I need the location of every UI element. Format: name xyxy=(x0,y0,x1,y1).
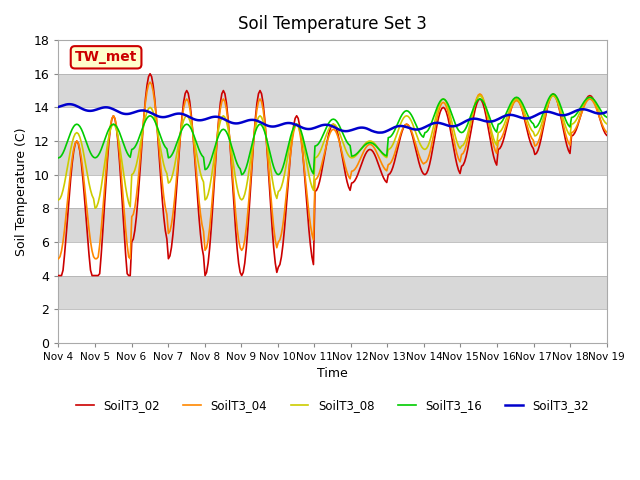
SoilT3_08 xyxy=(92,205,99,211)
SoilT3_08 xyxy=(603,121,611,127)
SoilT3_16 xyxy=(238,172,246,178)
SoilT3_08 xyxy=(124,193,131,199)
SoilT3_02 xyxy=(603,132,611,138)
SoilT3_02 xyxy=(238,273,246,278)
SoilT3_04 xyxy=(146,79,154,85)
SoilT3_32 xyxy=(54,104,62,110)
SoilT3_32 xyxy=(375,130,383,135)
SoilT3_04 xyxy=(574,121,582,127)
Y-axis label: Soil Temperature (C): Soil Temperature (C) xyxy=(15,127,28,256)
Bar xyxy=(58,175,607,208)
SoilT3_32 xyxy=(65,101,73,107)
Bar xyxy=(58,108,607,141)
SoilT3_02 xyxy=(296,123,303,129)
Line: SoilT3_04: SoilT3_04 xyxy=(58,82,607,259)
SoilT3_32 xyxy=(296,124,303,130)
SoilT3_08 xyxy=(220,113,227,119)
SoilT3_32 xyxy=(247,117,255,123)
SoilT3_16 xyxy=(218,127,226,133)
Title: Soil Temperature Set 3: Soil Temperature Set 3 xyxy=(238,15,427,33)
SoilT3_02 xyxy=(146,71,154,77)
SoilT3_04 xyxy=(296,129,303,135)
SoilT3_32 xyxy=(238,120,246,125)
SoilT3_02 xyxy=(220,88,227,94)
Bar xyxy=(58,309,607,343)
SoilT3_32 xyxy=(603,109,611,115)
Line: SoilT3_08: SoilT3_08 xyxy=(58,96,607,208)
SoilT3_08 xyxy=(476,93,484,98)
SoilT3_16 xyxy=(575,107,583,113)
SoilT3_02 xyxy=(574,123,582,129)
SoilT3_08 xyxy=(54,197,62,203)
SoilT3_08 xyxy=(238,197,246,203)
SoilT3_04 xyxy=(238,248,246,253)
Bar xyxy=(58,74,607,108)
SoilT3_08 xyxy=(247,155,255,161)
SoilT3_16 xyxy=(247,146,255,152)
SoilT3_04 xyxy=(220,96,227,102)
SoilT3_16 xyxy=(236,166,244,172)
Legend: SoilT3_02, SoilT3_04, SoilT3_08, SoilT3_16, SoilT3_32: SoilT3_02, SoilT3_04, SoilT3_08, SoilT3_… xyxy=(71,394,594,417)
Line: SoilT3_32: SoilT3_32 xyxy=(58,104,607,132)
SoilT3_02 xyxy=(54,273,62,278)
Bar xyxy=(58,208,607,242)
SoilT3_16 xyxy=(603,114,611,120)
SoilT3_08 xyxy=(296,126,303,132)
SoilT3_32 xyxy=(220,116,227,122)
SoilT3_16 xyxy=(122,146,129,152)
SoilT3_16 xyxy=(549,91,557,97)
X-axis label: Time: Time xyxy=(317,367,348,380)
Bar xyxy=(58,141,607,175)
SoilT3_08 xyxy=(575,111,583,117)
Line: SoilT3_16: SoilT3_16 xyxy=(58,94,607,175)
SoilT3_02 xyxy=(122,252,129,257)
Bar xyxy=(58,276,607,309)
Line: SoilT3_02: SoilT3_02 xyxy=(58,74,607,276)
SoilT3_32 xyxy=(575,107,583,113)
SoilT3_02 xyxy=(247,180,255,186)
SoilT3_16 xyxy=(296,125,303,131)
Text: TW_met: TW_met xyxy=(75,50,137,64)
SoilT3_04 xyxy=(247,172,255,178)
Bar xyxy=(58,242,607,276)
SoilT3_16 xyxy=(54,155,62,161)
SoilT3_04 xyxy=(54,256,62,262)
SoilT3_04 xyxy=(603,129,611,135)
SoilT3_32 xyxy=(124,111,131,117)
SoilT3_04 xyxy=(122,227,129,232)
Bar xyxy=(58,40,607,74)
